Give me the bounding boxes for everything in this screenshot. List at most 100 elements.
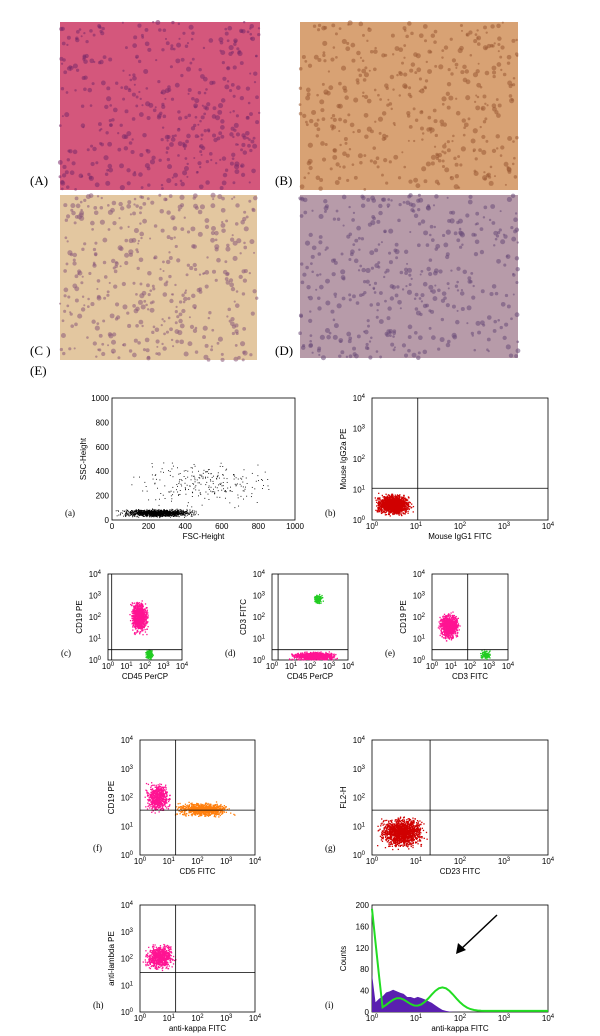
cell bbox=[472, 285, 474, 287]
event-dot bbox=[118, 511, 119, 512]
event-dot bbox=[204, 470, 205, 471]
event-dot bbox=[195, 481, 196, 482]
event-dot bbox=[210, 491, 211, 492]
event-dot bbox=[388, 498, 389, 499]
cell bbox=[484, 117, 487, 120]
event-dot bbox=[162, 514, 163, 515]
cell bbox=[396, 285, 399, 288]
cell bbox=[482, 175, 487, 180]
cell bbox=[419, 33, 424, 38]
cell bbox=[79, 28, 82, 31]
event-dot bbox=[144, 514, 145, 515]
cell bbox=[497, 319, 500, 322]
event-dot bbox=[229, 490, 230, 491]
cell bbox=[381, 241, 383, 243]
cell bbox=[109, 282, 111, 284]
cell bbox=[447, 340, 451, 344]
cell bbox=[135, 105, 138, 108]
cell bbox=[135, 324, 139, 328]
event-dot bbox=[130, 511, 131, 512]
cell bbox=[305, 121, 308, 124]
cell bbox=[83, 242, 86, 245]
cell bbox=[203, 47, 205, 49]
cell bbox=[220, 125, 225, 130]
cell bbox=[105, 181, 110, 186]
cell bbox=[103, 155, 108, 160]
cell bbox=[431, 238, 435, 242]
cell bbox=[367, 99, 372, 104]
cell bbox=[231, 287, 235, 291]
cell bbox=[373, 49, 378, 54]
cell bbox=[149, 289, 152, 292]
cell bbox=[203, 112, 206, 115]
event-dot bbox=[186, 511, 187, 512]
cell bbox=[390, 296, 394, 300]
cell bbox=[418, 222, 421, 225]
event-dot bbox=[188, 514, 189, 515]
cell bbox=[351, 59, 355, 63]
cell bbox=[306, 123, 309, 126]
cell bbox=[133, 35, 137, 39]
cell bbox=[404, 29, 407, 32]
event-dot bbox=[156, 515, 157, 516]
event-dot bbox=[390, 515, 391, 516]
cell bbox=[354, 354, 359, 359]
event-dot bbox=[135, 512, 136, 513]
event-dot bbox=[160, 514, 161, 515]
event-dot bbox=[398, 501, 399, 502]
cell bbox=[231, 83, 235, 87]
cell bbox=[314, 122, 319, 127]
cell bbox=[217, 110, 222, 115]
cell bbox=[381, 53, 385, 57]
cell bbox=[60, 181, 65, 186]
cell bbox=[93, 263, 96, 266]
cell bbox=[505, 294, 508, 297]
cell bbox=[198, 232, 203, 237]
event-dot bbox=[400, 506, 401, 507]
event-dot bbox=[390, 502, 391, 503]
cell bbox=[255, 95, 259, 99]
cell bbox=[460, 70, 464, 74]
cell bbox=[455, 285, 458, 288]
cell bbox=[87, 148, 90, 151]
cell bbox=[312, 245, 317, 250]
cell bbox=[370, 337, 373, 340]
event-dot bbox=[263, 485, 264, 486]
cell bbox=[423, 24, 428, 29]
cell bbox=[442, 234, 445, 237]
event-dot bbox=[234, 507, 235, 508]
event-dot bbox=[154, 511, 155, 512]
cell bbox=[402, 343, 406, 347]
cell bbox=[431, 155, 436, 160]
cell bbox=[335, 32, 338, 35]
cell bbox=[94, 242, 97, 245]
event-dot bbox=[144, 510, 145, 511]
cell bbox=[139, 257, 144, 262]
event-dot bbox=[246, 496, 247, 497]
cell bbox=[450, 269, 452, 271]
cell bbox=[199, 166, 201, 168]
cell bbox=[369, 303, 372, 306]
event-dot bbox=[236, 477, 237, 478]
cell bbox=[338, 177, 341, 180]
cell bbox=[100, 206, 104, 210]
cell bbox=[178, 319, 182, 323]
event-dot bbox=[175, 510, 176, 511]
cell bbox=[73, 253, 77, 257]
cell bbox=[97, 349, 99, 351]
event-dot bbox=[173, 492, 174, 493]
event-dot bbox=[136, 513, 137, 514]
cell bbox=[480, 86, 483, 89]
event-dot bbox=[229, 502, 230, 503]
cell bbox=[63, 310, 66, 313]
cell bbox=[417, 208, 420, 211]
cell bbox=[468, 195, 472, 199]
cell bbox=[82, 296, 84, 298]
cell bbox=[499, 56, 502, 59]
cell bbox=[446, 230, 451, 235]
event-dot bbox=[143, 514, 144, 515]
event-dot bbox=[152, 511, 153, 512]
event-dot bbox=[192, 516, 193, 517]
y-tick-label: 1000 bbox=[91, 394, 109, 403]
cell bbox=[243, 150, 247, 154]
